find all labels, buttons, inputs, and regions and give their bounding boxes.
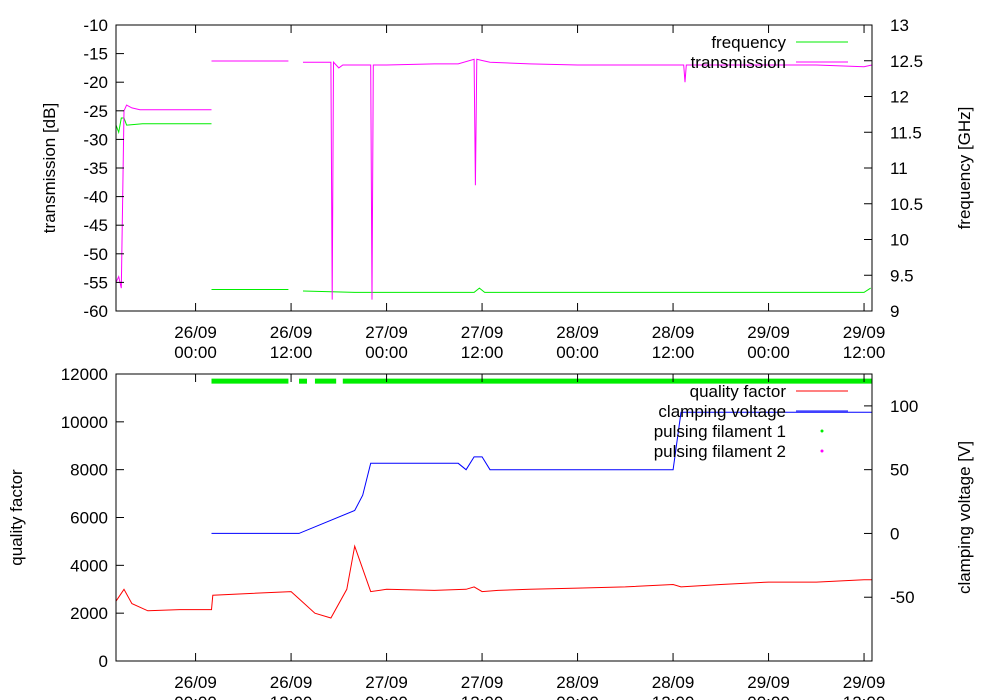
x-tick-label-date: 27/09 [365,673,408,692]
y-tick-label: -20 [83,73,108,92]
legend-sample-point [820,449,824,453]
quality-factor-line [116,544,872,619]
legend-label: pulsing filament 1 [654,422,786,441]
x-tick-label-date: 29/09 [747,673,790,692]
y2-tick-label: 11.5 [890,123,922,142]
x-tick-label-date: 26/09 [174,323,217,342]
y2-tick-label: 12 [890,88,909,107]
legend-label: clamping voltage [658,402,786,421]
x-tick-label-date: 28/09 [556,323,599,342]
y-tick-label: -35 [83,159,108,178]
plot-area [116,378,872,619]
x-tick-label-time: 12:00 [270,693,313,700]
y-tick-label: -45 [83,216,108,235]
y2-tick-label: 9.5 [890,266,914,285]
x-tick-label-date: 28/09 [652,323,695,342]
x-tick-label-date: 29/09 [843,323,886,342]
x-tick-label-date: 29/09 [747,323,790,342]
y-tick-label: -40 [83,188,108,207]
legend-sample-point [820,429,824,433]
frequency-line [302,287,871,293]
x-tick-label-date: 26/09 [270,323,313,342]
x-tick-label-time: 12:00 [461,693,504,700]
x-tick-label-time: 12:00 [843,343,886,362]
x-tick-label-time: 00:00 [365,343,408,362]
x-tick-label-time: 12:00 [461,343,504,362]
plot-area [116,58,872,300]
x-tick-label-time: 00:00 [556,343,599,362]
frequency-line [116,117,212,135]
y2-tick-label: -50 [890,588,915,607]
bottom-panel: 0 2000 4000 6000 8000 10000 12000 100 50 0 -50 26/0… [7,365,974,700]
y-tick-label: -10 [83,16,108,35]
y2-tick-label: 13 [890,16,909,35]
x-tick-label-time: 12:00 [652,343,695,362]
x-tick-label-date: 26/09 [270,673,313,692]
x-tick-label-time: 12:00 [270,343,313,362]
y2-tick-label: 50 [890,461,909,480]
x-tick-label-date: 29/09 [843,673,886,692]
y-axis-label: quality factor [7,469,26,566]
y-tick-label: -15 [83,45,108,64]
x-tick-label-date: 28/09 [556,673,599,692]
x-tick-label-time: 12:00 [652,693,695,700]
x-tick-label-date: 27/09 [365,323,408,342]
transmission-line [116,104,212,289]
x-tick-label-time: 00:00 [365,693,408,700]
y2-tick-label: 10.5 [890,195,923,214]
y-tick-label: -25 [83,102,108,121]
top-panel: -10 -15 -20 -25 -30 -35 -40 -45 -50 -55 -60 13 12.5 1… [40,16,974,362]
y2-tick-label: 11 [890,159,908,178]
x-tick-label-time: 00:00 [747,693,790,700]
y2-tick-label: 0 [890,524,899,543]
y-axis-label: transmission [dB] [40,103,59,233]
x-tick-label-date: 26/09 [174,673,217,692]
x-tick-label-date: 27/09 [461,323,504,342]
y2-tick-label: 12.5 [890,52,923,71]
legend-label: quality factor [690,382,787,401]
y2-tick-label: 100 [890,397,918,416]
x-tick-label-time: 00:00 [174,693,217,700]
y2-axis-label: frequency [GHz] [955,107,974,230]
x-tick-label-time: 00:00 [747,343,790,362]
y-tick-label: 2000 [70,604,108,623]
y2-tick-label: 10 [890,231,909,250]
y-tick-label: -30 [83,130,108,149]
x-tick-label-date: 28/09 [652,673,695,692]
y-tick-label: 4000 [70,556,108,575]
x-tick-label-time: 12:00 [843,693,886,700]
y2-tick-label: 9 [890,302,899,321]
y-tick-label: -50 [83,245,108,264]
y-tick-label: 10000 [61,413,108,432]
x-tick-label-time: 00:00 [556,693,599,700]
y-tick-label: 8000 [70,461,108,480]
legend-label: pulsing filament 2 [654,442,786,461]
y-tick-label: -60 [83,302,108,321]
y-tick-label: 6000 [70,509,108,528]
transmission-line [303,58,872,300]
y-tick-label: 0 [99,652,108,671]
legend-label: frequency [711,33,786,52]
legend-label: transmission [691,53,786,72]
y2-axis-label: clamping voltage [V] [955,441,974,594]
y-tick-label: -55 [83,273,108,292]
x-tick-label-date: 27/09 [461,673,504,692]
clamping-voltage-line [211,411,872,534]
y-tick-label: 12000 [61,365,108,384]
x-tick-label-time: 00:00 [174,343,217,362]
